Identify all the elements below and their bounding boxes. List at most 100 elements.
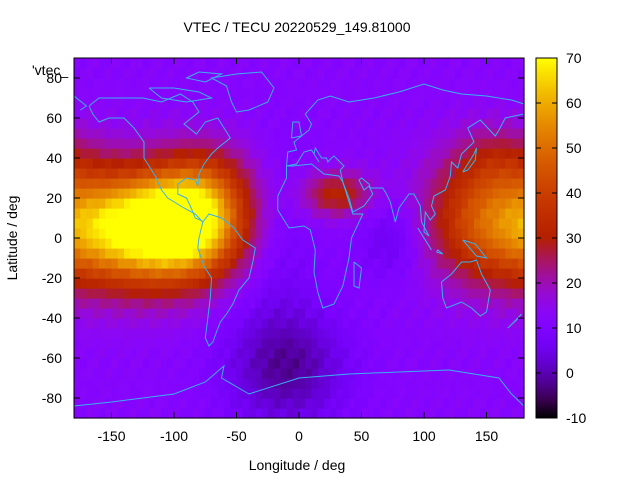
- heatmap-cell: [192, 78, 200, 89]
- heatmap-cell: [292, 268, 300, 279]
- heatmap-cell: [255, 88, 263, 99]
- heatmap-cell: [330, 378, 338, 389]
- heatmap-cell: [467, 318, 475, 329]
- heatmap-cell: [267, 248, 275, 259]
- heatmap-cell: [361, 298, 369, 309]
- heatmap-cell: [330, 388, 338, 399]
- heatmap-cell: [211, 188, 219, 199]
- heatmap-cell: [517, 258, 525, 269]
- heatmap-cell: [111, 388, 119, 399]
- heatmap-cell: [411, 78, 419, 89]
- heatmap-cell: [411, 108, 419, 119]
- heatmap-cell: [305, 388, 313, 399]
- heatmap-cell: [149, 208, 156, 219]
- heatmap-cell: [480, 188, 488, 199]
- y-tick-label: 0: [54, 230, 62, 246]
- heatmap-cell: [386, 238, 394, 249]
- heatmap-cell: [236, 168, 244, 179]
- heatmap-cell: [180, 198, 188, 209]
- heatmap-cell: [299, 268, 306, 279]
- heatmap-cell: [242, 188, 250, 199]
- heatmap-cell: [74, 58, 81, 69]
- heatmap-cell: [217, 378, 225, 389]
- heatmap-cell: [517, 358, 525, 369]
- heatmap-cell: [199, 118, 206, 129]
- heatmap-cell: [311, 108, 319, 119]
- heatmap-cell: [199, 248, 206, 259]
- heatmap-cell: [511, 358, 519, 369]
- heatmap-cell: [124, 178, 131, 189]
- heatmap-cell: [355, 388, 363, 399]
- heatmap-cell: [80, 338, 88, 349]
- heatmap-cell: [286, 358, 294, 369]
- heatmap-cell: [430, 318, 438, 329]
- heatmap-cell: [230, 388, 238, 399]
- heatmap-cell: [449, 388, 456, 399]
- heatmap-cell: [142, 328, 150, 339]
- heatmap-cell: [342, 328, 350, 339]
- heatmap-cell: [255, 408, 263, 419]
- heatmap-cell: [74, 348, 81, 359]
- heatmap-cell: [111, 228, 119, 239]
- heatmap-cell: [317, 378, 325, 389]
- heatmap-cell: [292, 358, 300, 369]
- heatmap-cell: [280, 248, 288, 259]
- heatmap-cell: [474, 318, 481, 329]
- heatmap-cell: [274, 168, 281, 179]
- heatmap-cell: [405, 198, 413, 209]
- heatmap-cell: [224, 378, 231, 389]
- heatmap-cell: [230, 408, 238, 419]
- heatmap-cell: [242, 368, 250, 379]
- heatmap-cell: [417, 198, 425, 209]
- heatmap-cell: [155, 388, 163, 399]
- heatmap-cell: [186, 108, 194, 119]
- heatmap-cell: [192, 158, 200, 169]
- heatmap-cell: [255, 98, 263, 109]
- heatmap-cell: [305, 408, 313, 419]
- heatmap-cell: [155, 208, 163, 219]
- heatmap-cell: [367, 208, 375, 219]
- heatmap-cell: [311, 348, 319, 359]
- coastline: [209, 71, 275, 113]
- heatmap-cell: [224, 248, 231, 259]
- heatmap-cell: [311, 368, 319, 379]
- heatmap-cell: [236, 58, 244, 69]
- heatmap-cell: [336, 298, 344, 309]
- heatmap-cell: [330, 58, 338, 69]
- heatmap-cell: [355, 78, 363, 89]
- heatmap-cell: [161, 268, 169, 279]
- heatmap-cell: [242, 278, 250, 289]
- heatmap-cell: [249, 88, 256, 99]
- heatmap-cell: [480, 198, 488, 209]
- heatmap-cell: [499, 218, 506, 229]
- heatmap-cell: [155, 148, 163, 159]
- heatmap-cell: [461, 98, 469, 109]
- heatmap-cell: [242, 378, 250, 389]
- heatmap-cell: [217, 128, 225, 139]
- heatmap-cell: [305, 128, 313, 139]
- heatmap-cell: [136, 138, 144, 149]
- heatmap-cell: [486, 378, 494, 389]
- heatmap-cell: [480, 168, 488, 179]
- heatmap-cell: [411, 128, 419, 139]
- heatmap-cell: [342, 158, 350, 169]
- heatmap-cell: [299, 258, 306, 269]
- heatmap-cell: [217, 218, 225, 229]
- heatmap-cell: [255, 348, 263, 359]
- heatmap-cell: [274, 378, 281, 389]
- heatmap-cell: [92, 248, 100, 259]
- heatmap-cell: [136, 278, 144, 289]
- heatmap-cell: [292, 398, 300, 409]
- heatmap-cell: [205, 88, 213, 99]
- heatmap-cell: [499, 398, 506, 409]
- heatmap-cell: [280, 98, 288, 109]
- heatmap-cell: [380, 318, 388, 329]
- heatmap-cell: [80, 118, 88, 129]
- heatmap-cell: [449, 68, 456, 79]
- heatmap-cell: [274, 148, 281, 159]
- heatmap-cell: [124, 148, 131, 159]
- heatmap-cell: [380, 148, 388, 159]
- heatmap-cell: [505, 128, 513, 139]
- coastline: [507, 313, 522, 329]
- heatmap-cell: [299, 188, 306, 199]
